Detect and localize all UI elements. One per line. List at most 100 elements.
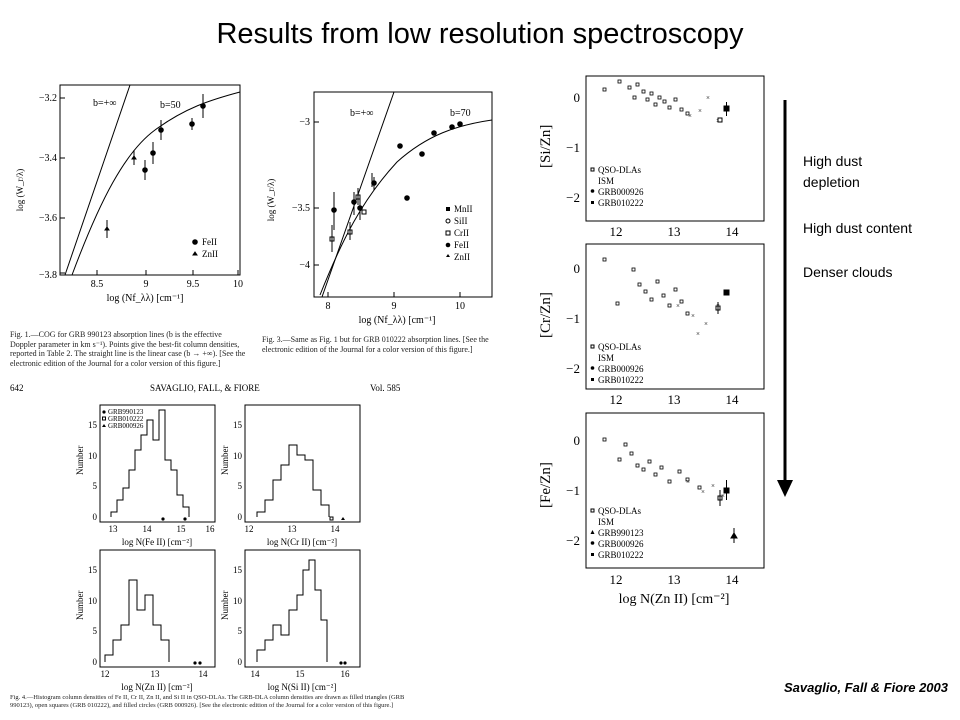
- svg-text:×: ×: [704, 320, 708, 328]
- fig4-xlabel: log N(Si II) [cm⁻²]: [268, 682, 337, 692]
- ratio-legend-item: QSO-DLAs: [598, 165, 641, 175]
- fig4-histogram-crii: [256, 444, 330, 517]
- fig4-ytick: 15: [88, 420, 98, 430]
- fig3-ytick: −3.5: [292, 203, 310, 214]
- ratio-xtick: 13: [668, 224, 681, 239]
- fig3-ytick: −4: [299, 260, 310, 271]
- ratio-ytick: 0: [574, 433, 581, 448]
- fig1-legend-item: FeII: [202, 237, 217, 247]
- svg-text:×: ×: [691, 312, 695, 320]
- fig4-ytick: 0: [93, 657, 98, 667]
- fig1-ytick: −3.6: [39, 213, 57, 224]
- fig4-ytick: 5: [238, 481, 243, 491]
- svg-text:×: ×: [701, 488, 705, 496]
- ratio-xtick: 12: [610, 224, 623, 239]
- fig4-histograms: 15 10 5 0 15 10 5 0 15 10 5 0 15 10 5 0 …: [75, 404, 361, 692]
- ratio-ytick: 0: [574, 261, 581, 276]
- ratio-legend-item: ISM: [598, 517, 614, 527]
- fig1-xtick: 10: [233, 279, 243, 290]
- fig3-label-b: b=70: [450, 108, 471, 119]
- fig1-ytick: −3.2: [39, 93, 57, 104]
- ratio-xtick: 12: [610, 572, 623, 587]
- fig4-xtick: 13: [151, 669, 161, 679]
- fig3-caption: Fig. 3.—Same as Fig. 1 but for GRB 01022…: [262, 335, 489, 354]
- svg-text:×: ×: [686, 478, 690, 486]
- fig1-cog-curve: [71, 91, 241, 276]
- slide-title: Results from low resolution spectroscopy: [216, 18, 744, 50]
- fig1-legend-item: ZnII: [202, 249, 218, 259]
- fig4-xlabel: log N(Cr II) [cm⁻²]: [267, 537, 337, 547]
- page-volume: Vol. 585: [370, 383, 401, 393]
- fig4-ytick: 0: [93, 512, 98, 522]
- fig4-ytick: 10: [88, 451, 98, 461]
- fig3-xtick: 10: [455, 301, 465, 312]
- fig3-legend-item: CrII: [454, 228, 469, 238]
- fig4-ytick: 5: [93, 481, 98, 491]
- fig3-xlabel: log (Nf_λλ) [cm⁻¹]: [359, 315, 436, 326]
- cr-zn-ylabel: [Cr/Zn]: [538, 292, 554, 338]
- down-arrow-icon: [777, 100, 793, 497]
- fe-zn-ylabel: [Fe/Zn]: [538, 462, 554, 508]
- fig4-xtick: 14: [143, 524, 153, 534]
- fig4-xtick: 14: [251, 669, 261, 679]
- ratio-legend-item: GRB010222: [598, 550, 644, 560]
- fig3-xtick: 9: [392, 301, 397, 312]
- fig3-ytick: −3: [299, 117, 310, 128]
- ratio-xtick: 12: [610, 392, 623, 407]
- fig3-label-inf: b=+∞: [350, 108, 373, 119]
- svg-text:×: ×: [696, 330, 700, 338]
- fig1-cog-plot: −3.2 −3.4 −3.6 −3.8 8.5 9 9.5 10 log (Nf…: [15, 84, 243, 304]
- fig4-legend-item: GRB990123: [108, 408, 144, 416]
- fig4-histogram-siii: [256, 559, 328, 662]
- fig4-legend-item: GRB000926: [108, 422, 144, 430]
- fig4-xtick: 16: [341, 669, 351, 679]
- ratio-ytick: −2: [566, 190, 580, 205]
- fig3-cog-plot: −3 −3.5 −4 8 9 10 log (Nf_λλ) [cm⁻¹] log…: [266, 91, 493, 326]
- side-note-clouds: Denser clouds: [803, 264, 893, 280]
- ratio-legend-item: QSO-DLAs: [598, 342, 641, 352]
- ratio-xtick: 14: [726, 392, 740, 407]
- ratio-legend-item: GRB000926: [598, 539, 644, 549]
- fig1-linear-line: [64, 84, 131, 276]
- ratio-legend-item: GRB010222: [598, 375, 644, 385]
- ratio-ytick: 0: [574, 90, 581, 105]
- page-number: 642: [10, 383, 24, 393]
- fig4-xtick: 13: [288, 524, 298, 534]
- fig4-ylabel: Number: [75, 591, 85, 621]
- ratio-ytick: −1: [566, 311, 580, 326]
- fig1-label-inf: b=+∞: [93, 98, 116, 109]
- ratio-xtick: 13: [668, 572, 681, 587]
- ratio-legend-item: QSO-DLAs: [598, 506, 641, 516]
- ratio-ytick: −1: [566, 140, 580, 155]
- fig1-ylabel: log (W_r/λ): [15, 169, 25, 212]
- slide-credit: Savaglio, Fall & Fiore 2003: [783, 680, 948, 695]
- fig3-legend-item: FeII: [454, 240, 469, 250]
- fig4-caption: Fig. 4.—Histogram column densities of Fe…: [10, 694, 405, 709]
- fig3-legend-item: ZnII: [454, 252, 470, 262]
- fig1-ytick: −3.8: [39, 270, 57, 281]
- fig1-xtick: 8.5: [91, 279, 104, 290]
- ratio-xtick: 14: [726, 572, 740, 587]
- fig4-ytick: 15: [233, 565, 243, 575]
- fig4-ytick: 5: [238, 626, 243, 636]
- fig4-xlabel: log N(Fe II) [cm⁻²]: [122, 537, 192, 547]
- ratio-legend-item: ISM: [598, 176, 614, 186]
- fig3-legend-item: MnII: [454, 204, 473, 214]
- fig4-ytick: 15: [88, 565, 98, 575]
- fig1-caption: Fig. 1.—COG for GRB 990123 absorption li…: [10, 330, 246, 368]
- fig4-xtick: 12: [245, 524, 254, 534]
- svg-text:×: ×: [688, 112, 692, 120]
- svg-text:×: ×: [676, 302, 680, 310]
- side-note-depletion: High dust depletion: [803, 153, 863, 190]
- fig4-ylabel: Number: [75, 446, 85, 476]
- fig4-xtick: 14: [331, 524, 341, 534]
- svg-text:×: ×: [698, 107, 702, 115]
- fig1-xtick: 9.5: [187, 279, 200, 290]
- fig3-cog-curve: [319, 119, 493, 296]
- fig4-xtick: 13: [109, 524, 119, 534]
- fig4-legend-item: GRB010222: [108, 415, 144, 423]
- fig4-xtick: 15: [177, 524, 187, 534]
- ratio-legend-item: GRB000926: [598, 187, 644, 197]
- fig4-xlabel: log N(Zn II) [cm⁻²]: [121, 682, 192, 692]
- fig1-xlabel: log (Nf_λλ) [cm⁻¹]: [107, 293, 184, 304]
